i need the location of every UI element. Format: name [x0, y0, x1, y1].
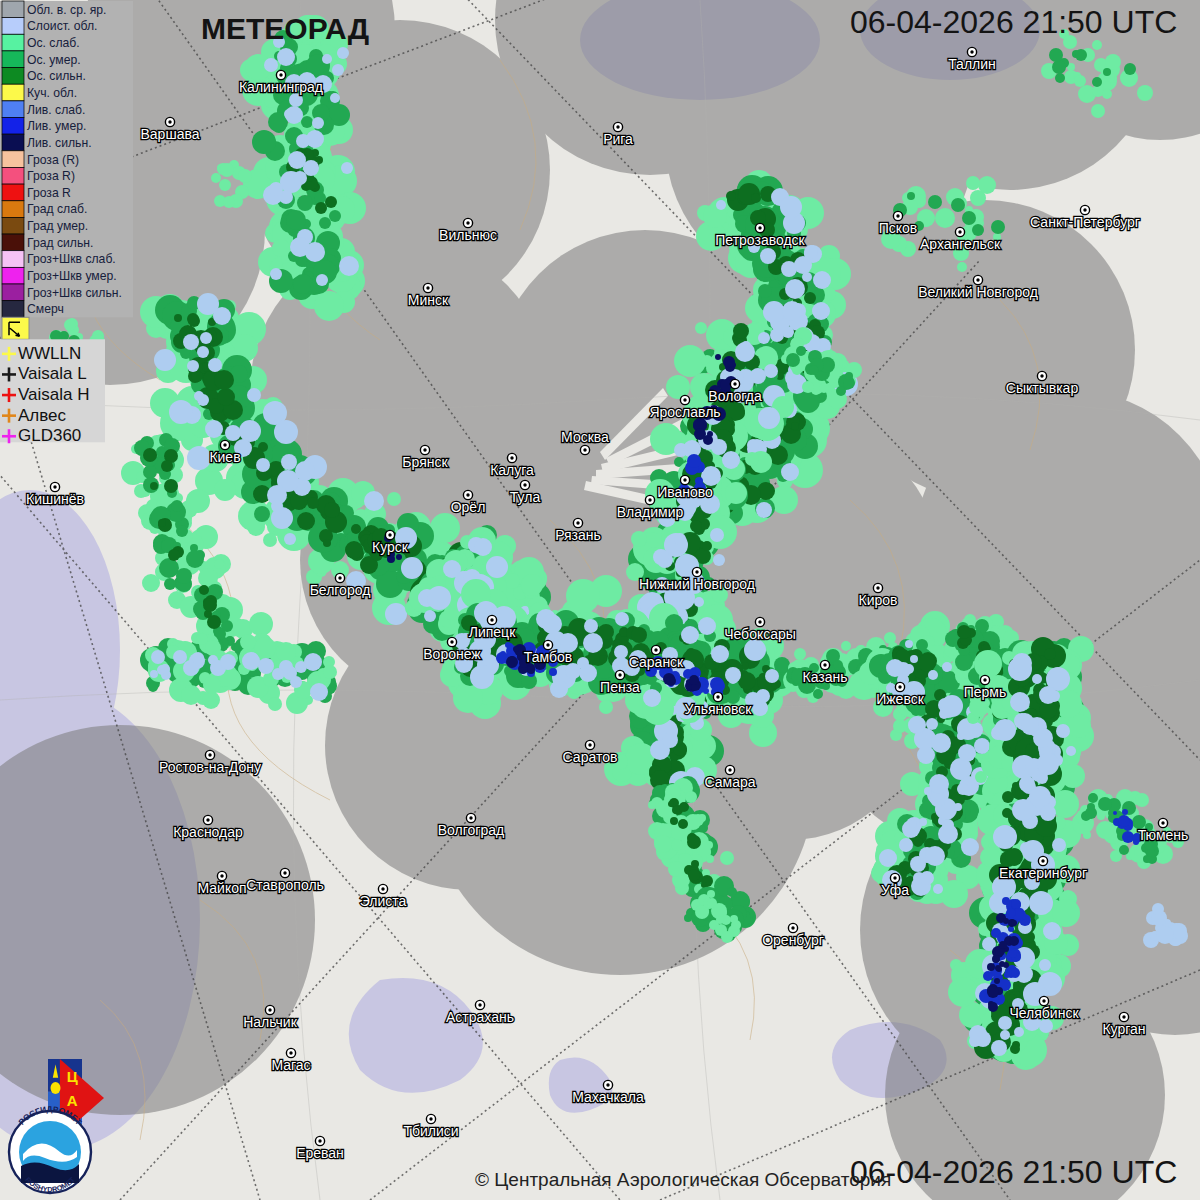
svg-text:Тбилиси: Тбилиси [403, 1123, 458, 1139]
svg-text:Ставрополь: Ставрополь [246, 877, 324, 893]
svg-text:Сыктывкар: Сыктывкар [1006, 380, 1079, 396]
svg-text:Архангельск: Архангельск [920, 236, 1001, 252]
svg-text:Ос. сильн.: Ос. сильн. [27, 69, 86, 83]
svg-text:Курск: Курск [372, 539, 409, 555]
svg-text:Пермь: Пермь [964, 684, 1007, 700]
svg-text:Смерч: Смерч [27, 302, 64, 316]
svg-text:Петрозаводск: Петрозаводск [715, 232, 805, 248]
svg-text:Уфа: Уфа [881, 882, 909, 898]
svg-text:Ос. слаб.: Ос. слаб. [27, 36, 80, 50]
svg-text:Саранск: Саранск [629, 654, 684, 670]
svg-text:Алвес: Алвес [18, 406, 67, 425]
svg-text:Владимир: Владимир [617, 504, 684, 520]
svg-text:Белгород: Белгород [310, 582, 371, 598]
svg-text:Санкт-Петербург: Санкт-Петербург [1030, 214, 1140, 230]
svg-text:А: А [67, 1092, 78, 1109]
svg-text:Лив. умер.: Лив. умер. [27, 119, 86, 133]
svg-text:Киров: Киров [859, 592, 898, 608]
svg-text:Тула: Тула [510, 489, 541, 505]
svg-text:Иваново: Иваново [657, 484, 713, 500]
svg-text:Липецк: Липецк [469, 624, 516, 640]
svg-text:Ос. умер.: Ос. умер. [27, 53, 81, 67]
svg-text:Волгоград: Волгоград [438, 822, 504, 838]
svg-text:Таллин: Таллин [948, 56, 996, 72]
svg-text:Рязань: Рязань [555, 527, 601, 543]
svg-text:Лив. сильн.: Лив. сильн. [27, 136, 92, 150]
svg-text:Псков: Псков [879, 220, 918, 236]
svg-text:Чебоксары: Чебоксары [724, 626, 796, 642]
svg-text:Гроз+Шкв умер.: Гроз+Шкв умер. [27, 269, 117, 283]
svg-text:Тюмень: Тюмень [1138, 827, 1189, 843]
svg-text:Град слаб.: Град слаб. [27, 202, 87, 216]
svg-text:Казань: Казань [802, 669, 847, 685]
svg-text:Орёл: Орёл [451, 499, 486, 515]
svg-text:Гроза (R): Гроза (R) [27, 153, 79, 167]
svg-text:Град умер.: Град умер. [27, 219, 88, 233]
svg-text:Куч. обл.: Куч. обл. [27, 86, 77, 100]
svg-text:Гроз+Шкв сильн.: Гроз+Шкв сильн. [27, 286, 122, 300]
svg-text:Москва: Москва [561, 429, 609, 445]
svg-text:© Центральная Аэрологическая О: © Центральная Аэрологическая Обсерватори… [475, 1169, 891, 1190]
svg-text:Краснодар: Краснодар [173, 824, 243, 840]
svg-text:Гроз+Шкв слаб.: Гроз+Шкв слаб. [27, 252, 116, 266]
svg-text:Ростов-на-Дону: Ростов-на-Дону [159, 759, 261, 775]
svg-text:Гроза R): Гроза R) [27, 169, 75, 183]
svg-text:Минск: Минск [408, 292, 449, 308]
svg-text:Ереван: Ереван [296, 1145, 344, 1161]
svg-text:Рига: Рига [603, 131, 633, 147]
svg-text:Воронеж: Воронеж [423, 646, 481, 662]
svg-text:Астрахань: Астрахань [446, 1009, 514, 1025]
svg-text:Град сильн.: Град сильн. [27, 236, 93, 250]
svg-text:Элиста: Элиста [360, 893, 407, 909]
svg-text:Калининград: Калининград [239, 79, 323, 95]
svg-text:Екатеринбург: Екатеринбург [999, 865, 1087, 881]
svg-text:Нижний Новгород: Нижний Новгород [639, 576, 755, 592]
svg-text:Ц: Ц [67, 1068, 78, 1085]
svg-text:Кишинёв: Кишинёв [26, 491, 84, 507]
svg-text:Vaisala L: Vaisala L [18, 364, 87, 383]
svg-text:Vaisala H: Vaisala H [18, 385, 90, 404]
svg-text:Гроза R: Гроза R [27, 186, 71, 200]
svg-text:Самара: Самара [704, 774, 755, 790]
svg-text:Великий Новгород: Великий Новгород [918, 284, 1038, 300]
svg-text:Ижевск: Ижевск [876, 691, 924, 707]
svg-text:Пенза: Пенза [600, 679, 640, 695]
svg-text:Варшава: Варшава [141, 126, 200, 142]
svg-text:Майкоп: Майкоп [197, 880, 246, 896]
svg-text:Тамбов: Тамбов [524, 649, 572, 665]
svg-text:Махачкала: Махачкала [572, 1089, 644, 1105]
svg-text:06-04-2026 21:50 UTC: 06-04-2026 21:50 UTC [850, 1154, 1177, 1190]
svg-text:МЕТЕОРАД: МЕТЕОРАД [201, 12, 369, 45]
svg-text:GLD360: GLD360 [18, 426, 81, 445]
svg-text:Нальчик: Нальчик [243, 1014, 298, 1030]
svg-text:Киев: Киев [209, 449, 240, 465]
svg-text:Брянск: Брянск [402, 454, 448, 470]
svg-text:Ульяновск: Ульяновск [685, 701, 753, 717]
svg-text:Обл. в. ср. яр.: Обл. в. ср. яр. [27, 3, 106, 17]
svg-text:06-04-2026 21:50 UTC: 06-04-2026 21:50 UTC [850, 4, 1177, 40]
svg-text:Магас: Магас [271, 1057, 310, 1073]
svg-text:Курган: Курган [1102, 1021, 1145, 1037]
svg-text:Слоист. обл.: Слоист. обл. [27, 19, 97, 33]
svg-text:Челябинск: Челябинск [1009, 1005, 1079, 1021]
svg-text:WWLLN: WWLLN [18, 344, 81, 363]
svg-text:Калуга: Калуга [490, 462, 534, 478]
svg-text:Оренбург: Оренбург [762, 932, 824, 948]
svg-text:Лив. слаб.: Лив. слаб. [27, 103, 85, 117]
svg-text:Вологда: Вологда [708, 388, 762, 404]
svg-text:Ярославль: Ярославль [649, 404, 720, 420]
svg-text:Вильнюс: Вильнюс [439, 227, 497, 243]
svg-text:Саратов: Саратов [563, 749, 618, 765]
